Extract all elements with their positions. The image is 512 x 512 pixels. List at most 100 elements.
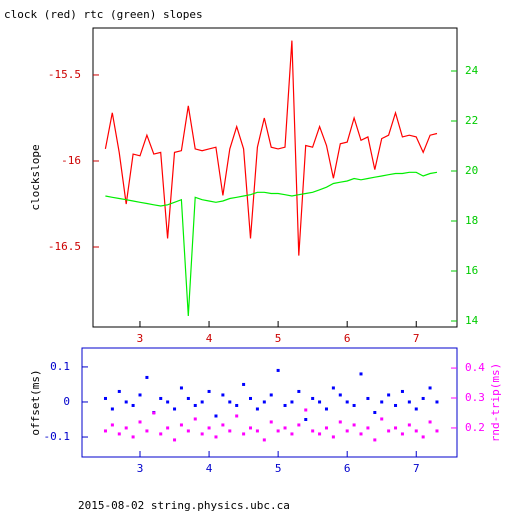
point [221, 393, 225, 397]
y2-tick-label: 24 [465, 64, 479, 77]
point [400, 432, 404, 436]
point [394, 426, 398, 430]
x-tick-label: 3 [137, 332, 144, 345]
point [228, 400, 232, 404]
point [304, 417, 308, 421]
point [338, 393, 342, 397]
point [407, 400, 411, 404]
y-tick-label: -16.5 [48, 240, 81, 253]
point [359, 372, 363, 376]
point [166, 400, 170, 404]
point [124, 426, 128, 430]
point [387, 429, 391, 433]
y2-tick-label: 22 [465, 114, 478, 127]
x-tick-label: 5 [275, 332, 282, 345]
point [428, 420, 432, 424]
point [297, 423, 301, 427]
y-axis-label: clockslope [29, 144, 42, 210]
point [311, 429, 315, 433]
point [221, 423, 225, 427]
point [186, 429, 190, 433]
point [173, 438, 177, 442]
x-tick-label: 4 [206, 462, 213, 475]
point [331, 435, 335, 439]
footer: 2015-08-02 string.physics.ubc.ca [78, 499, 290, 512]
point [352, 423, 356, 427]
point [166, 426, 170, 430]
point [138, 420, 142, 424]
point [290, 400, 294, 404]
point [269, 393, 273, 397]
y-tick-label: -15.5 [48, 68, 81, 81]
point [255, 429, 259, 433]
point [138, 393, 142, 397]
point [435, 429, 439, 433]
point [380, 400, 384, 404]
point [103, 396, 107, 400]
point [324, 407, 328, 411]
y2-tick-label: 0.3 [465, 391, 485, 404]
point [290, 432, 294, 436]
point [110, 407, 114, 411]
point [407, 423, 411, 427]
x-tick-label: 7 [413, 462, 420, 475]
point [186, 396, 190, 400]
point [249, 426, 253, 430]
point [117, 389, 121, 393]
point [387, 393, 391, 397]
point [242, 432, 246, 436]
point [214, 414, 218, 418]
point [235, 403, 239, 407]
point [414, 407, 418, 411]
point [421, 435, 425, 439]
y2-tick-label: 0.4 [465, 361, 485, 374]
x-tick-label: 5 [275, 462, 282, 475]
point [117, 432, 121, 436]
point [242, 382, 246, 386]
point [207, 426, 211, 430]
point [262, 400, 266, 404]
point [304, 408, 308, 412]
x-tick-label: 6 [344, 332, 351, 345]
point [324, 426, 328, 430]
point [200, 432, 204, 436]
x-tick-label: 3 [137, 462, 144, 475]
point [110, 423, 114, 427]
point [373, 410, 377, 414]
y-tick-label: -16 [61, 154, 81, 167]
point [207, 389, 211, 393]
point [359, 432, 363, 436]
point [380, 417, 384, 421]
y-tick-label: 0.1 [50, 360, 70, 373]
point [159, 396, 163, 400]
series-line [105, 171, 438, 317]
y2-tick-label: 18 [465, 214, 478, 227]
point [249, 396, 253, 400]
point [435, 400, 439, 404]
point [255, 407, 259, 411]
series-line [104, 40, 438, 256]
point [152, 411, 156, 415]
chart-title: clock (red) rtc (green) slopes [4, 8, 203, 21]
point [131, 403, 135, 407]
point [269, 420, 273, 424]
x-tick-label: 4 [206, 332, 213, 345]
point [235, 414, 239, 418]
point [366, 396, 370, 400]
y2-tick-label: 14 [465, 314, 479, 327]
point [262, 438, 266, 442]
point [103, 429, 107, 433]
point [283, 426, 287, 430]
point [318, 432, 322, 436]
point [428, 386, 432, 390]
point [345, 429, 349, 433]
point [173, 407, 177, 411]
point [283, 403, 287, 407]
point [421, 396, 425, 400]
point [145, 375, 149, 379]
point [345, 400, 349, 404]
point [276, 368, 280, 372]
y-tick-label: 0 [63, 395, 70, 408]
